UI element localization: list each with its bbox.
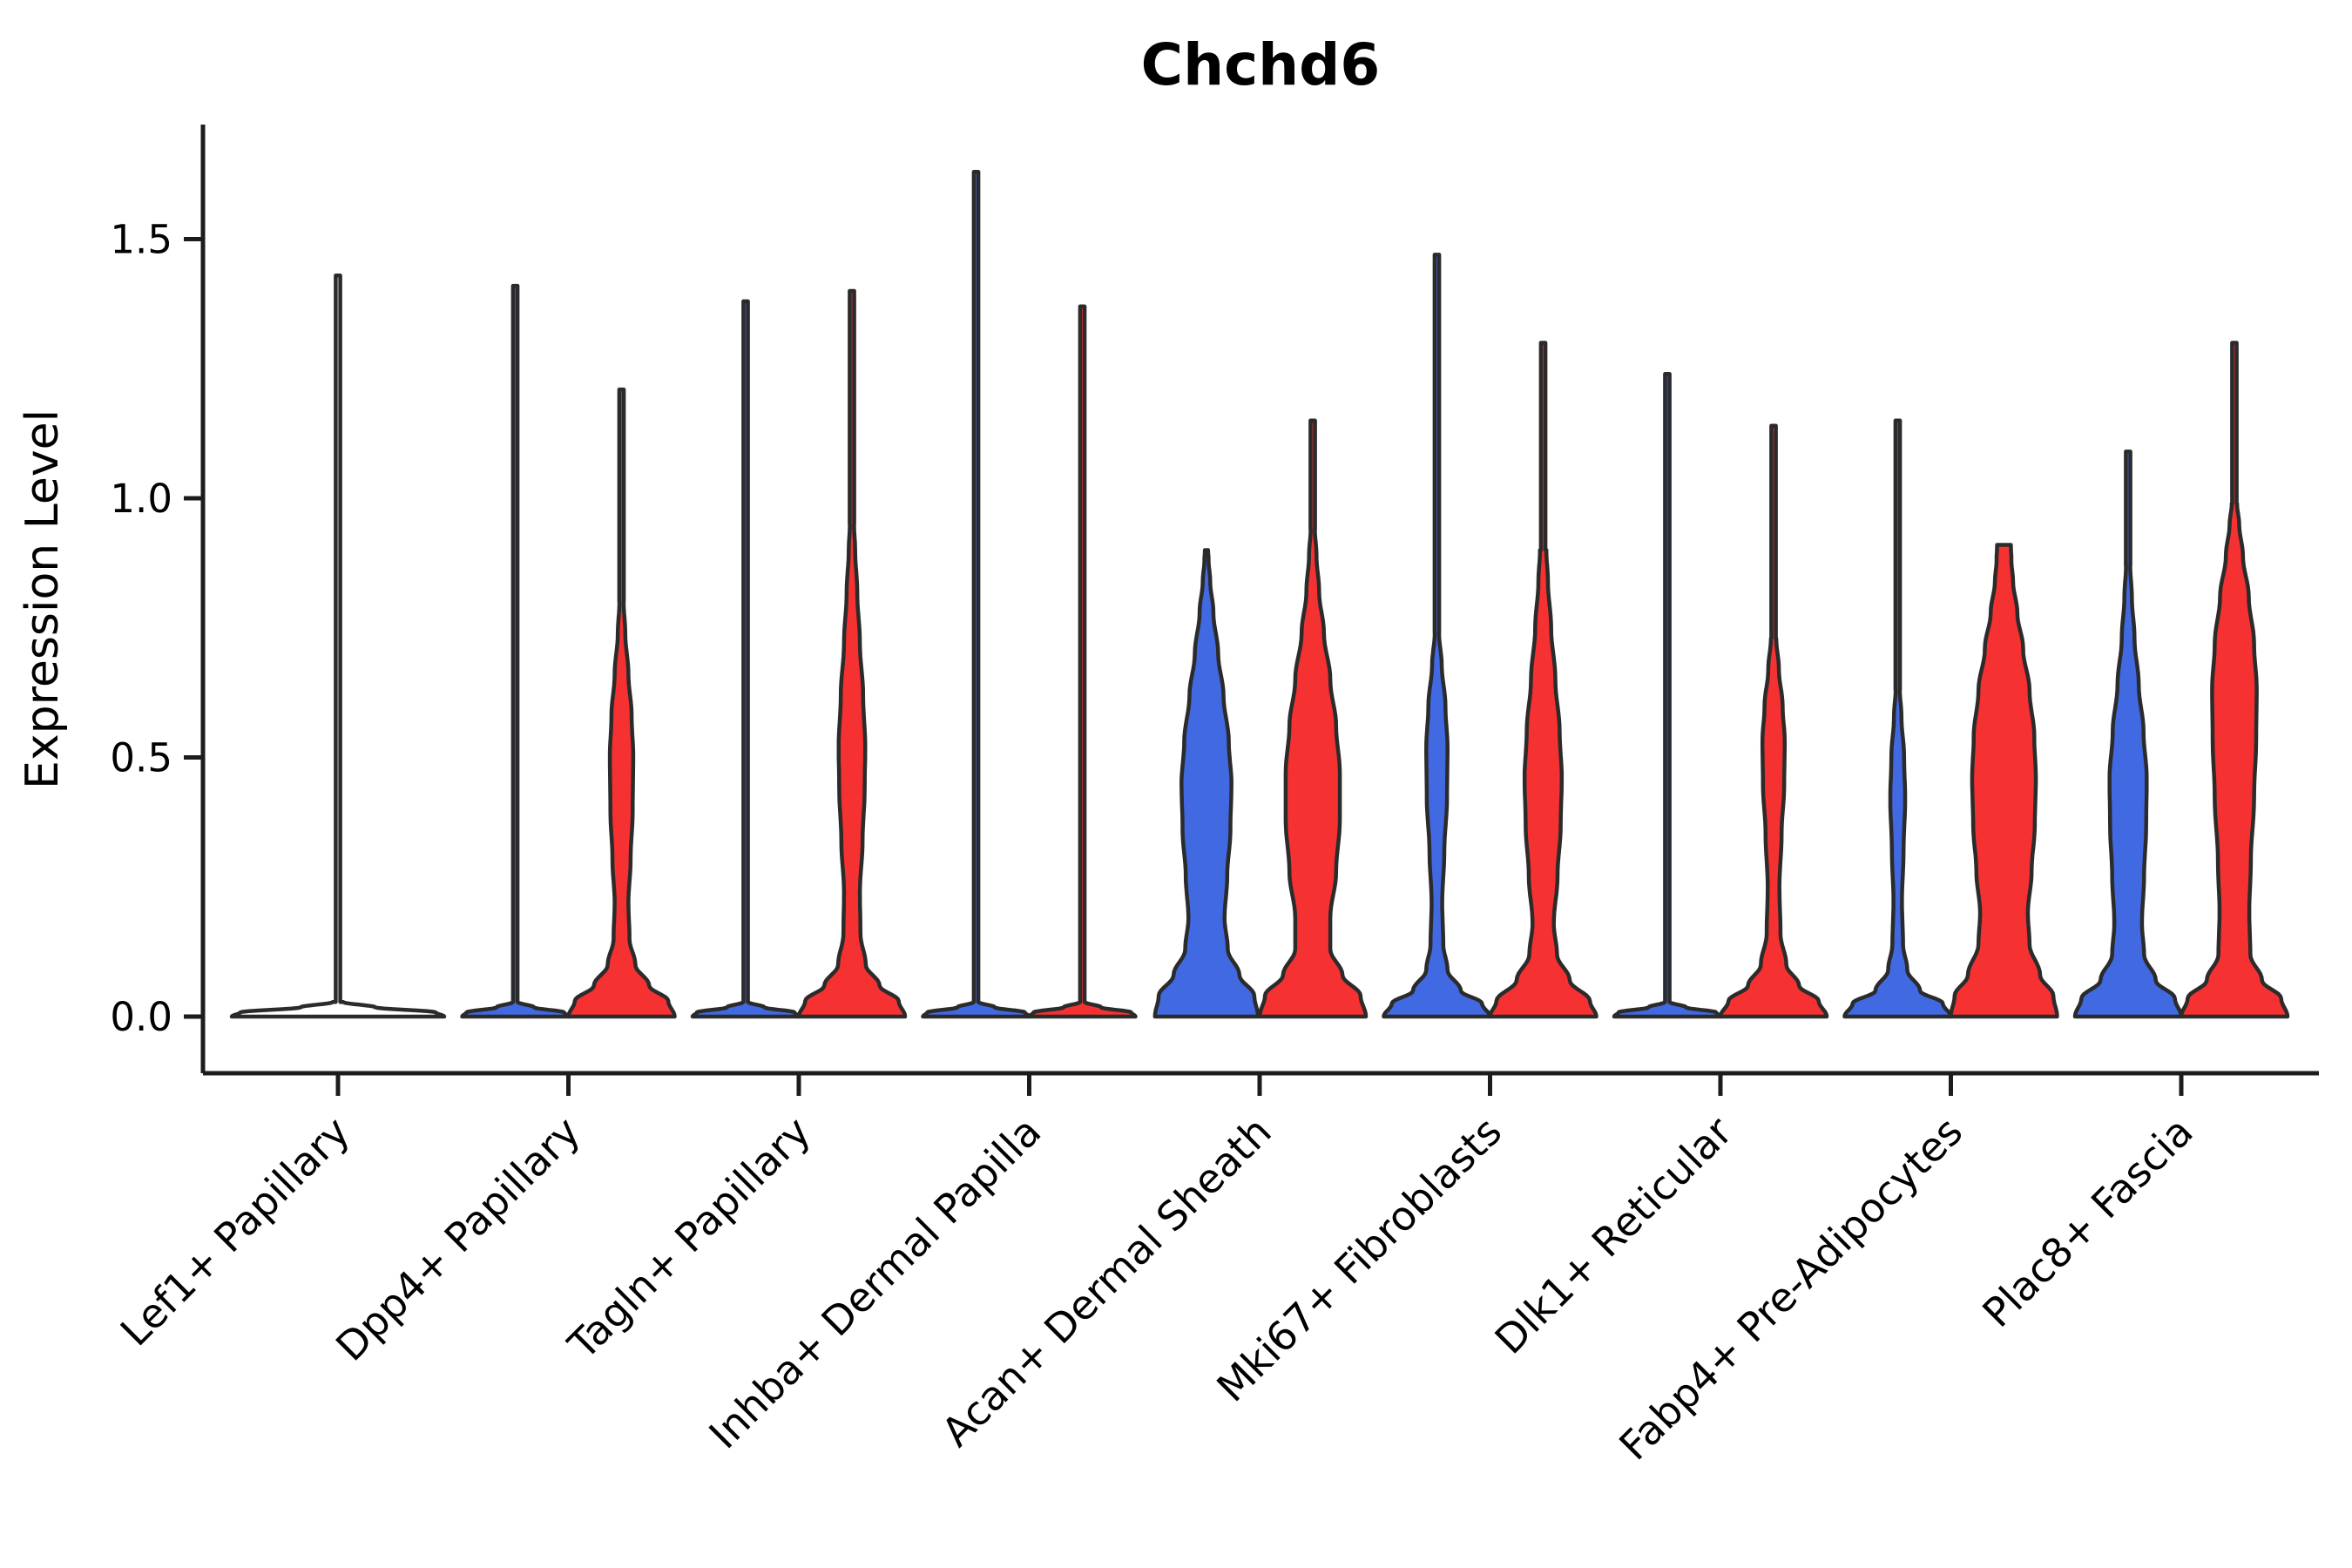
violin-red-4 [1027, 304, 1138, 1019]
x-tick-label-9: Plac8+ Fascia [1973, 1108, 2201, 1336]
x-tick-label-2: Dpp4+ Papillary [327, 1108, 589, 1370]
violin-red-3 [796, 288, 908, 1019]
y-tick-label: 0.5 [110, 735, 172, 781]
violin-red-6 [1488, 341, 1598, 1019]
violin-blue-8 [1842, 418, 1953, 1019]
chart-title: Chchd6 [1141, 31, 1381, 98]
violin-blue-2 [460, 283, 571, 1019]
violin-blue-7 [1612, 371, 1723, 1019]
violin-single-1 [229, 273, 447, 1019]
violin-blue-5 [1152, 548, 1260, 1019]
x-tick-label-7: Dlk1+ Reticular [1486, 1108, 1741, 1363]
violin-red-9 [2179, 341, 2290, 1019]
violin-red-5 [1257, 418, 1369, 1019]
violin-blue-9 [2072, 449, 2184, 1019]
y-tick-label: 1.0 [110, 476, 172, 522]
violins-layer [229, 169, 2290, 1019]
y-tick-label: 1.5 [110, 217, 172, 263]
x-tick-label-3: Tagln+ Papillary [558, 1108, 820, 1369]
violin-red-2 [566, 387, 677, 1019]
y-tick-label: 0.0 [110, 994, 172, 1040]
x-tick-label-1: Lef1+ Papillary [112, 1108, 359, 1355]
violin-red-7 [1718, 423, 1829, 1019]
y-axis-label: Expression Level [17, 409, 69, 789]
violin-blue-6 [1382, 253, 1492, 1019]
violin-blue-4 [921, 169, 1031, 1019]
violin-red-8 [1949, 543, 2059, 1019]
violin-blue-3 [690, 299, 801, 1019]
